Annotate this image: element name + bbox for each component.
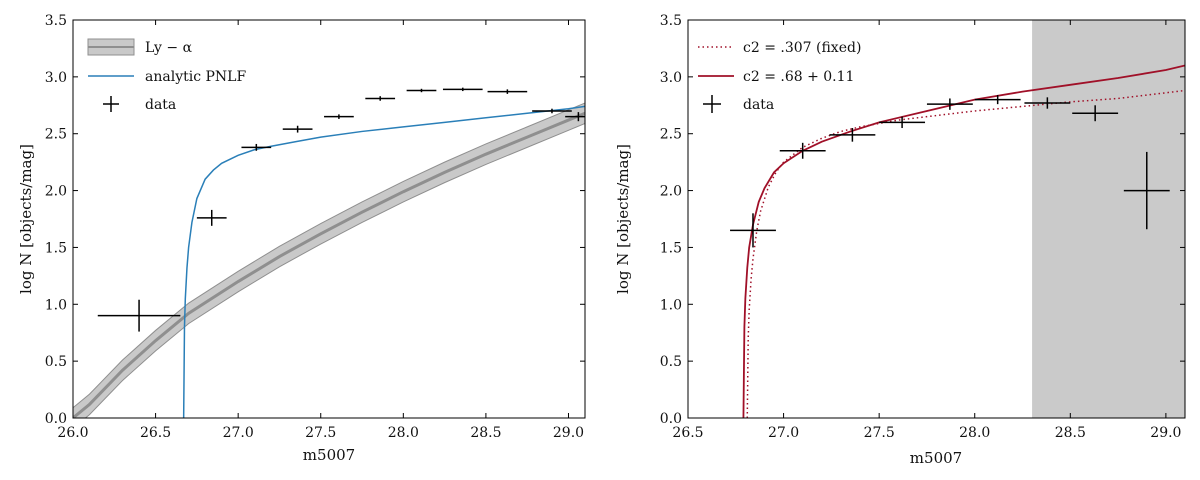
left-data-point (241, 143, 272, 151)
legend-fit-label: c2 = .68 + 0.11 (743, 69, 854, 85)
right-fixed-c2-line (746, 89, 1185, 418)
left-x-tick-label: 28.0 (388, 425, 419, 441)
left-data-point (532, 108, 572, 114)
right-y-axis-label: log N [objects/mag] (614, 144, 632, 294)
left-x-tick-label: 29.0 (553, 425, 584, 441)
left-data-point (282, 125, 313, 133)
right-x-tick-label: 28.5 (1055, 425, 1086, 441)
right-y-tick-label: 3.0 (660, 70, 682, 86)
legend-data-label: data (743, 97, 774, 113)
right-y-tick-label: 0.0 (660, 411, 682, 427)
left-data-point (365, 96, 396, 101)
right-data-point (1024, 97, 1071, 109)
right-data-point (974, 95, 1021, 105)
right-ticks: 26.5 27.0 27.5 28.0 28.5 29.0 0.0 0.5 1.0 1.5 2.0 2… (660, 13, 1185, 441)
left-chart-panel: 26.0 26.5 27.0 27.5 28.0 28.5 29.0 0.0 0.5 1.0 1.5… (17, 13, 586, 464)
right-x-axis-label: m5007 (910, 449, 962, 467)
legend-data-label: data (145, 97, 176, 113)
left-data-point (442, 87, 483, 92)
left-legend: Ly − α analytic PNLF data (87, 38, 246, 113)
left-data-point (324, 114, 354, 119)
left-y-tick-label: 2.0 (45, 184, 67, 200)
right-x-tick-label: 27.5 (864, 425, 895, 441)
left-data-point (406, 88, 437, 93)
left-axes-frame (72, 19, 586, 419)
right-y-tick-label: 2.0 (660, 184, 682, 200)
right-data-point (779, 142, 826, 159)
left-y-tick-label: 3.5 (45, 13, 67, 29)
right-data-point (829, 128, 876, 142)
left-plot-area (73, 87, 585, 418)
left-x-axis-label: m5007 (303, 446, 355, 464)
legend-lya-label: Ly − α (145, 40, 193, 56)
left-ticks: 26.0 26.5 27.0 27.5 28.0 28.5 29.0 0.0 0.5 1.0 1.5… (45, 13, 585, 441)
right-y-tick-label: 3.5 (660, 13, 682, 29)
left-x-tick-label: 27.0 (223, 425, 254, 441)
right-y-tick-label: 1.0 (660, 297, 682, 313)
right-y-tick-label: 0.5 (660, 354, 682, 370)
right-x-tick-label: 29.0 (1150, 425, 1181, 441)
left-x-tick-label: 26.0 (57, 425, 88, 441)
right-y-tick-label: 1.5 (660, 240, 682, 256)
right-data-point (1123, 151, 1170, 230)
left-data-point (565, 112, 585, 122)
left-lya-median-line (73, 111, 585, 418)
left-analytic-pnlf-line (182, 105, 585, 418)
right-legend: c2 = .307 (fixed) c2 = .68 + 0.11 data (698, 40, 861, 113)
left-y-axis-label: log N [objects/mag] (17, 144, 35, 294)
left-data-point (97, 299, 181, 332)
left-data-point (487, 89, 528, 94)
left-y-tick-label: 3.0 (45, 70, 67, 86)
right-plot-area (730, 20, 1185, 418)
left-x-tick-label: 26.5 (140, 425, 171, 441)
right-data-point (730, 213, 776, 248)
legend-fixed-label: c2 = .307 (fixed) (743, 40, 861, 56)
right-axes-frame (687, 19, 1186, 419)
left-data-point (196, 209, 227, 226)
right-x-tick-label: 26.5 (672, 425, 703, 441)
left-x-tick-label: 28.5 (470, 425, 501, 441)
right-chart-panel: 26.5 27.0 27.5 28.0 28.5 29.0 0.0 0.5 1.0 1.5 2.0 2… (614, 13, 1186, 467)
left-y-tick-label: 2.5 (45, 127, 67, 143)
left-lya-band (73, 102, 585, 418)
right-data-point (926, 98, 973, 110)
right-y-tick-label: 2.5 (660, 127, 682, 143)
left-y-tick-label: 0.5 (45, 354, 67, 370)
legend-pnlf-label: analytic PNLF (145, 69, 246, 85)
right-data-point (879, 116, 926, 129)
left-y-tick-label: 0.0 (45, 411, 67, 427)
left-x-tick-label: 27.5 (305, 425, 336, 441)
left-y-tick-label: 1.0 (45, 297, 67, 313)
left-y-tick-label: 1.5 (45, 240, 67, 256)
right-x-tick-label: 27.0 (768, 425, 799, 441)
right-data-point (1072, 105, 1119, 122)
right-x-tick-label: 28.0 (959, 425, 990, 441)
